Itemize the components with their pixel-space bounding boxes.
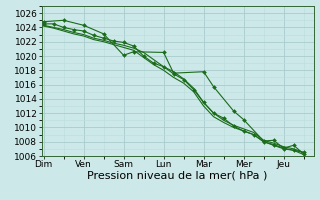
X-axis label: Pression niveau de la mer( hPa ): Pression niveau de la mer( hPa )	[87, 171, 268, 181]
